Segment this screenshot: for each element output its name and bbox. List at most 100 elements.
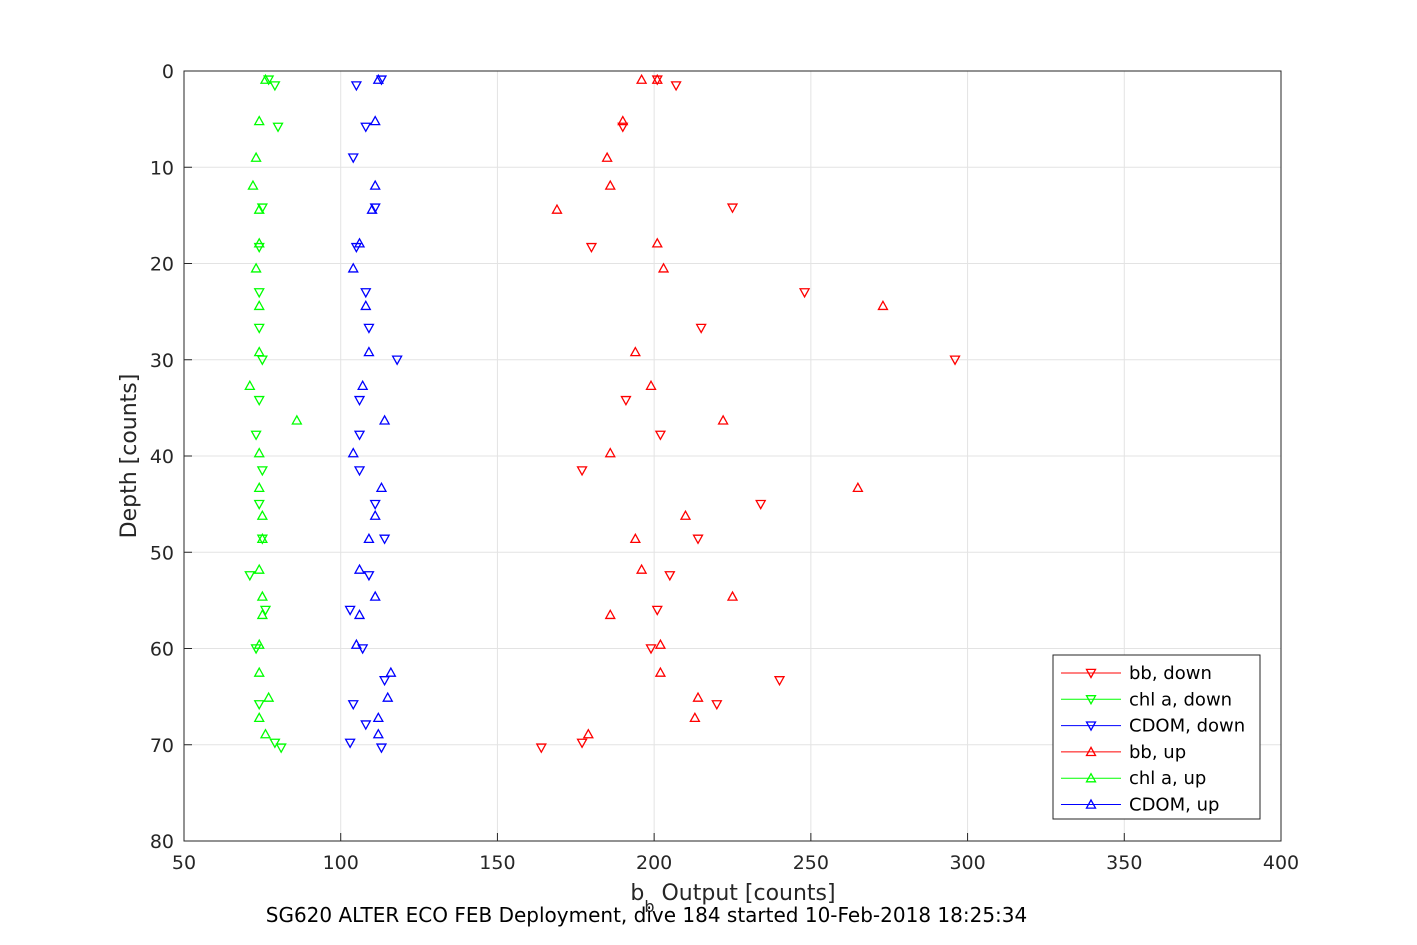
data-point-marker	[353, 237, 366, 248]
data-point-marker	[651, 73, 663, 84]
data-point-marker	[344, 605, 356, 616]
data-point-marker	[259, 728, 272, 739]
data-point-marker	[253, 203, 265, 214]
legend-marker	[1085, 668, 1097, 679]
data-point-marker	[256, 608, 268, 620]
legend-entry-label: bb, down	[1129, 663, 1212, 684]
data-point-marker	[253, 115, 265, 126]
data-point-marker	[657, 262, 670, 273]
data-point-marker	[250, 151, 262, 162]
data-point-marker	[353, 430, 366, 441]
data-point-marker	[253, 638, 265, 649]
data-point-marker	[253, 447, 265, 458]
data-point-marker	[798, 288, 811, 299]
figure-caption: SG620 ALTER ECO FEB Deployment, dive 184…	[265, 903, 1028, 927]
data-point-marker	[651, 237, 663, 248]
data-point-marker	[369, 509, 381, 520]
data-point-marker	[369, 203, 381, 214]
data-point-marker	[726, 590, 739, 601]
data-point-marker	[353, 466, 366, 477]
data-point-marker	[601, 151, 613, 162]
y-tick-label: 60	[150, 639, 174, 661]
data-point-marker	[291, 414, 303, 425]
data-point-marker	[344, 738, 356, 749]
data-point-marker	[582, 728, 594, 739]
data-point-marker	[275, 743, 287, 754]
legend-entry-label: chl a, down	[1129, 689, 1232, 710]
data-point-marker	[645, 644, 657, 655]
data-point-marker	[535, 743, 547, 754]
x-tick-label: 400	[1263, 852, 1299, 874]
data-point-marker	[353, 608, 366, 620]
data-point-marker	[654, 666, 667, 677]
data-point-marker	[253, 666, 265, 677]
data-point-marker	[250, 430, 262, 441]
data-point-marker	[375, 743, 388, 754]
data-point-marker	[695, 323, 707, 334]
data-point-marker	[629, 532, 641, 544]
data-point-marker	[369, 115, 381, 126]
data-point-marker	[604, 447, 616, 458]
data-point-marker	[353, 563, 366, 574]
data-point-marker	[360, 300, 372, 311]
data-point-marker	[369, 590, 381, 601]
data-point-marker	[711, 700, 723, 711]
data-point-marker	[347, 262, 359, 273]
data-point-marker	[692, 534, 704, 545]
data-point-marker	[253, 323, 265, 334]
legend-marker	[1085, 721, 1097, 732]
data-point-marker	[363, 532, 375, 544]
y-tick-label: 40	[150, 446, 174, 468]
data-point-marker	[256, 466, 268, 477]
data-point-marker	[347, 700, 359, 711]
data-point-marker	[253, 700, 265, 711]
data-point-marker	[263, 691, 275, 702]
data-point-marker	[372, 711, 384, 723]
y-tick-label: 80	[150, 831, 174, 853]
data-point-marker	[366, 203, 378, 214]
x-tick-label: 50	[172, 852, 196, 874]
x-axis-label-rest: Output [counts]	[655, 881, 836, 906]
data-point-marker	[253, 242, 265, 253]
data-point-marker	[350, 81, 362, 92]
data-point-marker	[585, 242, 598, 253]
data-point-marker	[375, 75, 388, 86]
data-point-marker	[604, 608, 616, 620]
data-point-marker	[253, 237, 265, 248]
x-tick-label: 300	[949, 852, 985, 874]
data-point-marker	[755, 499, 767, 510]
data-point-marker	[253, 499, 265, 510]
data-point-marker	[679, 509, 692, 520]
data-point-marker	[247, 179, 259, 190]
data-point-marker	[360, 288, 372, 299]
data-point-marker	[360, 720, 372, 731]
data-point-marker	[256, 532, 268, 544]
data-point-marker	[369, 179, 381, 190]
data-point-marker	[689, 711, 701, 723]
data-point-marker	[636, 563, 648, 574]
data-point-marker	[253, 300, 265, 311]
data-point-marker	[357, 644, 369, 655]
legend-entry-label: chl a, up	[1129, 768, 1206, 789]
legend: bb, down chl a, down CDOM, down bb, up chl a…	[1052, 654, 1261, 820]
data-point-marker	[949, 355, 961, 366]
data-point-marker	[250, 262, 262, 273]
data-point-marker	[244, 571, 256, 582]
x-axis-label-main: b	[630, 881, 644, 906]
data-point-marker	[664, 571, 676, 582]
data-point-marker	[717, 414, 729, 425]
data-point-marker	[253, 481, 265, 493]
axis-ticks: 50 100 150 200 250 300 350 400 0 10 20 30 40 50 60 70 80	[150, 61, 1299, 874]
data-point-marker	[372, 73, 384, 84]
legend-entry-label: bb, up	[1129, 742, 1186, 763]
data-point-marker	[576, 738, 588, 749]
data-point-marker	[256, 590, 268, 601]
data-point-marker	[378, 534, 391, 545]
data-point-marker	[378, 414, 391, 425]
x-tick-label: 150	[479, 852, 515, 874]
data-point-marker	[604, 179, 616, 190]
data-point-marker	[269, 81, 281, 92]
x-tick-label: 100	[323, 852, 359, 874]
data-point-marker	[645, 379, 657, 390]
data-point-marker	[363, 346, 375, 357]
